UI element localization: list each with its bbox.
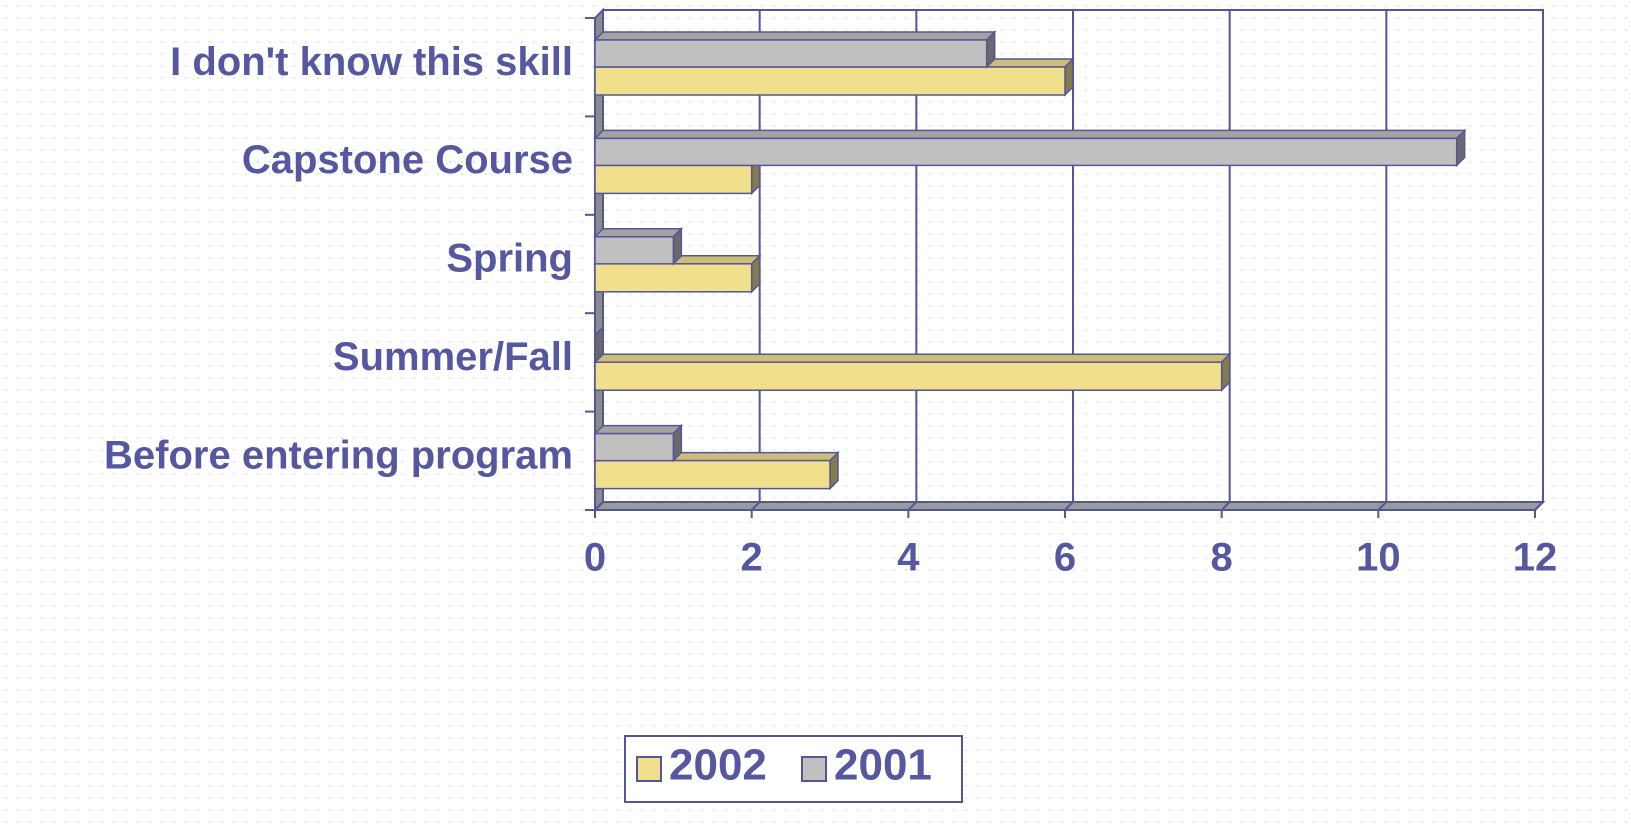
x-tick-label: 4 [897,536,920,580]
tick-mark [1220,501,1231,511]
tick-mark [907,501,918,511]
y-tick-label: Spring [446,237,573,281]
bar-top [593,31,997,41]
legend-label: 2002 [669,741,767,790]
bar-top [593,228,684,238]
y-tick-label: Before entering program [104,433,573,477]
bar-top [593,424,684,435]
bar [593,128,1467,168]
tick-mark [1064,501,1074,511]
bar-front [594,459,831,490]
x-tick-label: 2 [741,536,763,580]
bar-front [594,137,1458,167]
y-tick-label: Summer/Fall [333,335,573,379]
bar [593,423,684,463]
bar-front [594,66,1066,96]
legend: 2002 2001 [624,735,963,803]
x-tick-label: 10 [1356,536,1401,580]
bar-front [594,263,753,293]
tick-mark [594,501,604,511]
bar [594,325,604,365]
tick-mark [750,501,761,511]
bar [593,352,1232,393]
y-tick-label: Capstone Course [242,138,573,182]
bar-front [594,164,753,195]
legend-box [624,735,963,803]
tick-mark [1377,501,1388,511]
legend-swatch [801,756,827,782]
bar-front [594,432,675,462]
bar-side [594,325,604,365]
legend-swatch [636,756,662,782]
tick-mark [1534,501,1544,511]
bar [593,226,684,266]
bar-front [594,361,1223,391]
bar [593,30,997,69]
y-tick-label: I don't know this skill [170,40,573,84]
bar-top [593,353,1232,363]
x-tick-label: 0 [584,536,606,580]
x-tick-label: 6 [1054,536,1076,580]
bar-front [594,236,675,265]
legend-label: 2001 [834,741,932,790]
x-tick-label: 12 [1513,536,1558,580]
x-tick-label: 8 [1211,536,1233,580]
bar-top [593,129,1467,140]
bar-front [594,39,988,68]
